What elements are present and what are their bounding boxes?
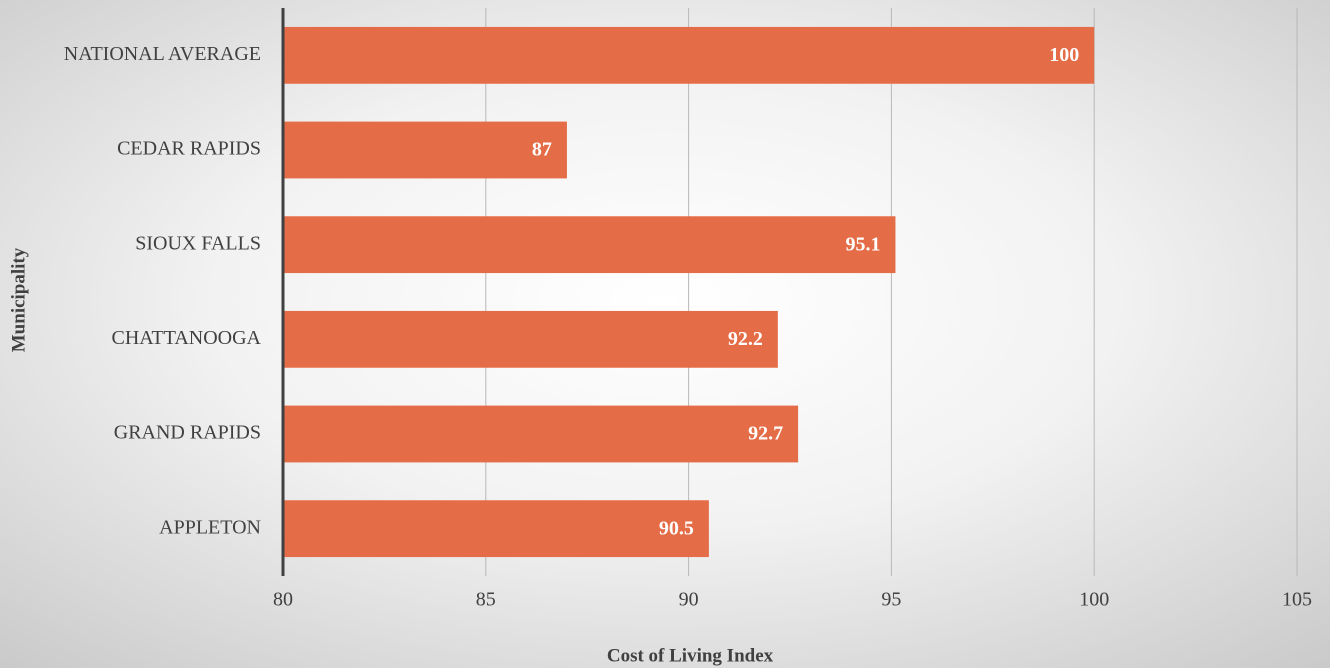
value-label: 100 (1049, 44, 1079, 66)
y-tick-label: GRAND RAPIDS (114, 422, 261, 444)
y-tick-label: APPLETON (159, 516, 261, 538)
y-axis-title: Municipality (8, 247, 29, 352)
y-tick-label: NATIONAL AVERAGE (64, 43, 261, 65)
x-tick-label: 80 (273, 589, 293, 611)
value-label: 92.7 (748, 423, 783, 445)
value-label: 95.1 (845, 233, 880, 255)
value-label: 92.2 (728, 328, 763, 350)
bar (283, 405, 799, 463)
bar (283, 310, 778, 368)
bar (283, 121, 567, 179)
x-tick-label: 100 (1079, 589, 1109, 611)
bar (283, 500, 709, 558)
x-tick-label: 95 (881, 589, 901, 611)
y-tick-label: SIOUX FALLS (135, 232, 261, 254)
x-tick-label: 90 (679, 589, 699, 611)
bar (283, 216, 896, 274)
y-tick-label: CHATTANOOGA (111, 327, 261, 349)
x-tick-label: 85 (476, 589, 496, 611)
x-tick-label: 105 (1282, 589, 1312, 611)
value-label: 87 (532, 139, 552, 161)
y-tick-label: CEDAR RAPIDS (117, 138, 261, 160)
bars (283, 26, 1095, 558)
bar (283, 26, 1095, 84)
value-label: 90.5 (659, 517, 694, 539)
x-axis-title: Cost of Living Index (607, 645, 774, 666)
